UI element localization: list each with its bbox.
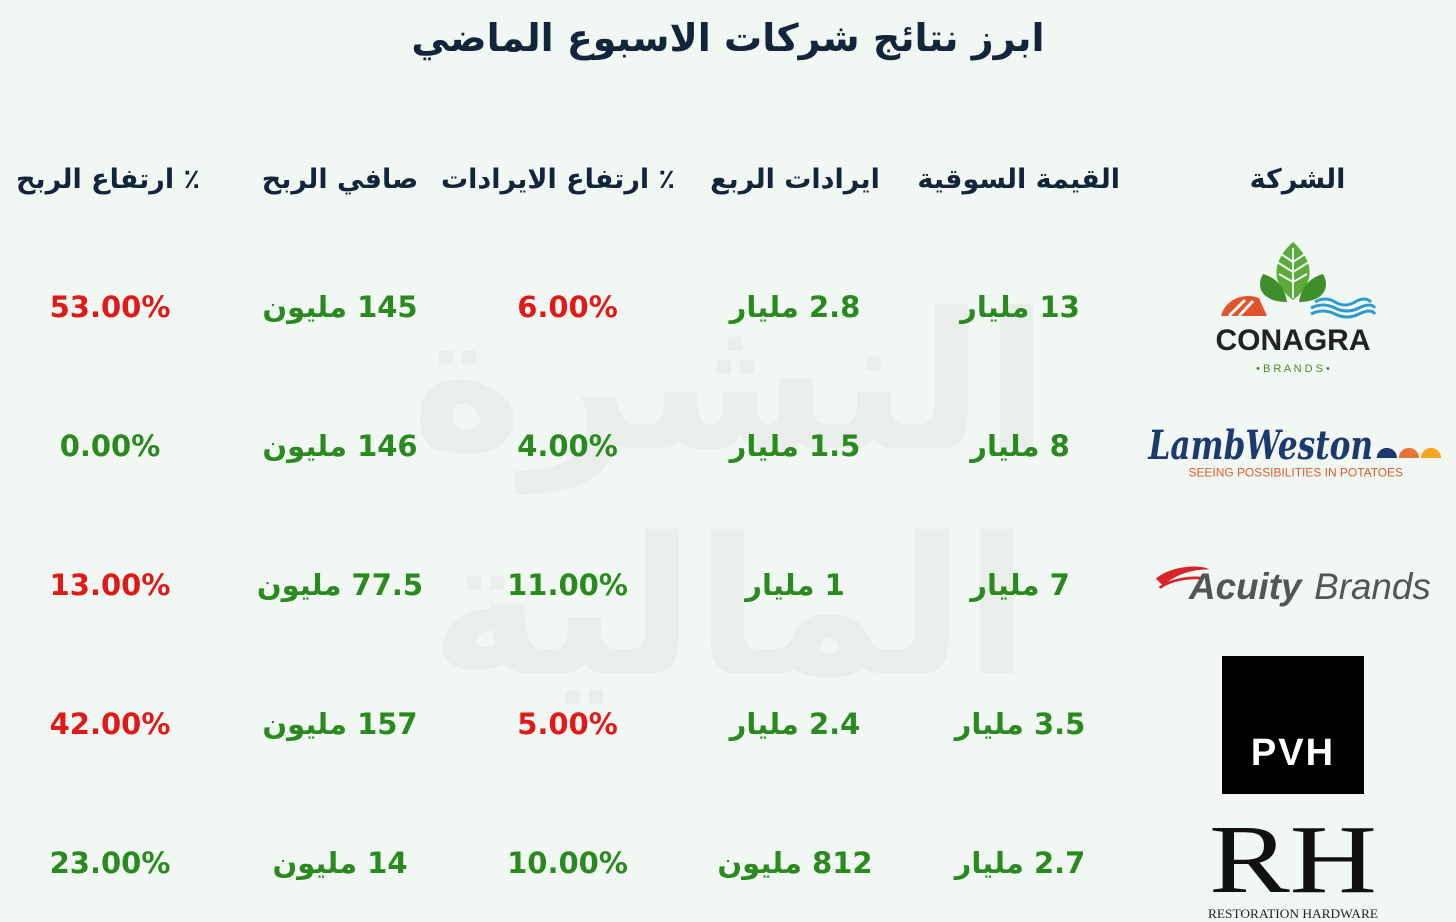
watermark: النشرة المالية (390, 270, 1070, 770)
revenue-growth-cell: 10.00% (507, 846, 628, 880)
acuity-wordmark: Acuity (1188, 566, 1303, 607)
conagra-wordmark: CONAGRA (1216, 324, 1371, 357)
rh-subtext: RESTORATION HARDWARE (1208, 906, 1378, 921)
header-company: الشركة (1249, 164, 1346, 195)
table-row: Acuity Brands 7 مليار 1 مليار 11.00% 77.… (0, 516, 1456, 655)
revenue-growth-cell: 11.00% (507, 568, 628, 602)
quarter-revenue-cell: 2.4 مليار (729, 707, 861, 741)
table-header-row: الشركة القيمة السوقية ايرادات الربع ٪ ار… (0, 150, 1456, 210)
table-row: RH RESTORATION HARDWARE 2.7 مليار 812 مل… (0, 794, 1456, 922)
acuitybrands-logo: Acuity Brands (1143, 516, 1443, 655)
company-logo-cell: LambWeston SEEING POSSIBILITIES IN POTAT… (1130, 377, 1456, 516)
header-net-profit: صافي الربح (261, 164, 419, 195)
table-row: PVH 3.5 مليار 2.4 مليار 5.00% 157 مليون … (0, 655, 1456, 794)
revenue-growth-cell: 5.00% (517, 707, 618, 741)
conagra-logo: CONAGRA • B R A N D S • (1143, 238, 1443, 377)
quarter-revenue-cell: 1 مليار (745, 568, 845, 602)
market-cap-cell: 2.7 مليار (954, 846, 1086, 880)
profit-growth-cell: 0.00% (59, 429, 161, 463)
net-profit-cell: 146 مليون (262, 429, 418, 463)
sun-icon (1221, 296, 1267, 318)
market-cap-cell: 7 مليار (970, 568, 1070, 602)
page-title: ابرز نتائج شركات الاسبوع الماضي (411, 16, 1045, 60)
header-market-cap: القيمة السوقية (917, 164, 1120, 195)
header-quarter-revenue: ايرادات الربع (710, 164, 880, 195)
profit-growth-cell: 53.00% (49, 290, 171, 324)
market-cap-cell: 3.5 مليار (954, 707, 1086, 741)
leaf-icon (1260, 242, 1326, 302)
watermark-line-1: النشرة (411, 272, 1049, 493)
table-row: LambWeston SEEING POSSIBILITIES IN POTAT… (0, 377, 1456, 516)
brands-wordmark: Brands (1314, 566, 1431, 607)
company-logo-cell: Acuity Brands (1130, 516, 1456, 655)
company-logo-cell: CONAGRA • B R A N D S • (1130, 238, 1456, 377)
potato-icons (1376, 447, 1442, 459)
market-cap-cell: 8 مليار (970, 429, 1070, 463)
quarter-revenue-cell: 812 مليون (717, 846, 873, 880)
lambweston-wordmark: LambWeston (1148, 421, 1373, 469)
net-profit-cell: 157 مليون (262, 707, 418, 741)
net-profit-cell: 14 مليون (272, 846, 408, 880)
revenue-growth-cell: 4.00% (517, 429, 618, 463)
conagra-subtext: • B R A N D S • (1256, 363, 1330, 375)
pvh-logo: PVH (1143, 655, 1443, 794)
rh-logo: RH RESTORATION HARDWARE (1143, 794, 1443, 922)
net-profit-cell: 77.5 مليون (256, 568, 424, 602)
waves-icon (1310, 297, 1377, 319)
header-revenue-growth: ٪ ارتفاع الايرادات (440, 164, 675, 195)
pvh-square (1222, 656, 1364, 794)
quarter-revenue-cell: 1.5 مليار (729, 429, 861, 463)
quarter-revenue-cell: 2.8 مليار (729, 290, 861, 324)
market-cap-cell: 13 مليار (960, 290, 1080, 324)
profit-growth-cell: 13.00% (49, 568, 171, 602)
revenue-growth-cell: 6.00% (517, 290, 618, 324)
profit-growth-cell: 42.00% (49, 707, 171, 741)
lambweston-tagline: SEEING POSSIBILITIES IN POTATOES (1188, 465, 1403, 479)
profit-growth-cell: 23.00% (49, 846, 171, 880)
net-profit-cell: 145 مليون (262, 290, 418, 324)
company-logo-cell: PVH (1130, 655, 1456, 794)
rh-wordmark: RH (1209, 806, 1377, 914)
lambweston-logo: LambWeston SEEING POSSIBILITIES IN POTAT… (1143, 377, 1443, 516)
company-logo-cell: RH RESTORATION HARDWARE (1130, 794, 1456, 922)
header-profit-growth: ٪ ارتفاع الربح (15, 164, 200, 195)
swoosh-icon (1155, 566, 1210, 589)
watermark-line-2: المالية (430, 497, 1030, 718)
pvh-wordmark: PVH (1251, 732, 1335, 774)
table-row: CONAGRA • B R A N D S • 13 مليار 2.8 ملي… (0, 238, 1456, 377)
